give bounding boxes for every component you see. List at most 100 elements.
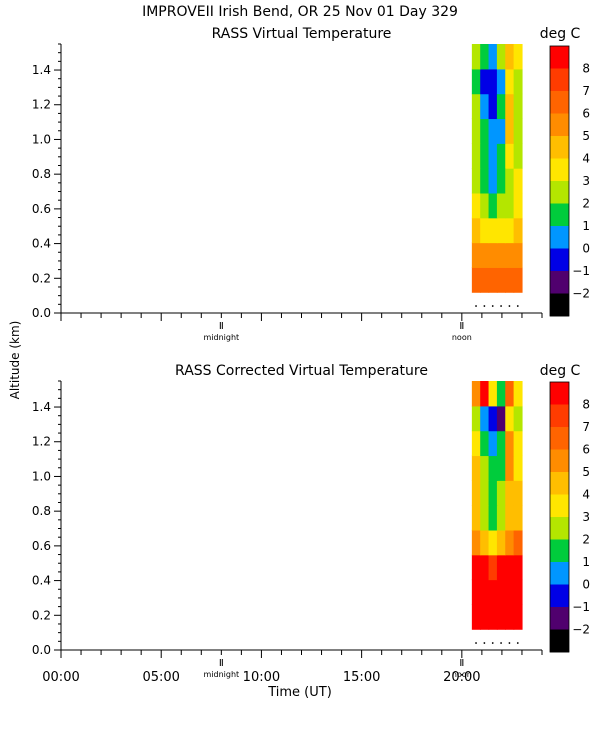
figure-title: IMPROVEII Irish Bend, OR 25 Nov 01 Day 3… xyxy=(142,4,458,20)
heatmap-cell xyxy=(488,604,498,630)
heatmap-cell xyxy=(471,168,481,194)
y-tick-label: 0.0 xyxy=(32,643,51,657)
heatmap-cell xyxy=(496,505,506,531)
colorbar-swatch xyxy=(550,607,569,630)
y-tick-label: 1.0 xyxy=(32,469,51,483)
heatmap-cell xyxy=(505,267,515,293)
heatmap-cell xyxy=(505,604,515,630)
colorbar-swatch xyxy=(550,584,569,608)
heatmap-cell xyxy=(471,529,481,556)
y-tick-label: 0.6 xyxy=(32,202,51,216)
colorbar-swatch xyxy=(550,382,569,405)
heatmap-cell xyxy=(471,143,481,169)
colorbar-swatch xyxy=(550,181,569,204)
heatmap-cell xyxy=(505,381,515,407)
colorbar-tick-label: 2 xyxy=(582,197,590,211)
heatmap-cell xyxy=(513,529,523,556)
sample-dot xyxy=(475,305,477,307)
heatmap-cell xyxy=(513,143,523,169)
heatmap-cell xyxy=(505,554,515,581)
y-tick-label: 0.8 xyxy=(32,167,51,181)
sample-dot xyxy=(516,305,519,307)
heatmap-cell xyxy=(513,93,523,120)
heatmap-cell xyxy=(480,68,490,95)
colorbar-tick-label: 1 xyxy=(582,555,590,569)
heatmap-cell xyxy=(505,405,515,432)
colorbar-swatch xyxy=(550,226,569,249)
colorbar-swatch xyxy=(550,293,569,317)
heatmap-cell xyxy=(480,143,490,169)
heatmap-cell xyxy=(496,44,506,70)
heatmap-cell xyxy=(488,143,498,169)
heatmap-cell xyxy=(496,480,506,506)
heatmap-cell xyxy=(480,168,490,194)
x-tick-label: 00:00 xyxy=(42,670,79,685)
y-axis-label: Altitude (km) xyxy=(8,321,22,400)
heatmap-cell xyxy=(488,267,498,293)
heatmap-cell xyxy=(505,242,515,268)
heatmap-cell xyxy=(513,554,523,581)
heatmap-cell xyxy=(471,579,481,605)
heatmap-cell xyxy=(496,168,506,194)
heatmap-cell xyxy=(505,217,515,244)
heatmap-cell xyxy=(488,455,498,481)
day-marker-label: midnight xyxy=(203,670,239,679)
heatmap-cell xyxy=(471,68,481,95)
heatmap-cell xyxy=(513,242,523,268)
heatmap-cell xyxy=(488,168,498,194)
heatmap-cell xyxy=(505,430,515,457)
day-marker-label: midnight xyxy=(203,333,239,342)
heatmap-cell xyxy=(513,579,523,605)
heatmap-cell xyxy=(513,480,523,506)
sample-dot xyxy=(491,305,494,307)
heatmap-cell xyxy=(513,405,523,432)
heatmap-cell xyxy=(480,554,490,581)
colorbar-swatch xyxy=(550,517,569,540)
colorbar-tick-label: 3 xyxy=(582,510,590,524)
heatmap-cell xyxy=(480,604,490,630)
heatmap-cell xyxy=(513,604,523,630)
panel-title: RASS Virtual Temperature xyxy=(212,26,392,42)
heatmap-cell xyxy=(513,381,523,407)
heatmap-cell xyxy=(505,68,515,95)
heatmap-cell xyxy=(488,430,498,457)
heatmap-cell xyxy=(488,405,498,432)
colorbar-tick-label: 0 xyxy=(582,578,590,592)
colorbar-frame xyxy=(549,45,570,317)
y-tick-label: 0.4 xyxy=(32,574,51,588)
heatmap-cell xyxy=(513,267,523,293)
heatmap-cell xyxy=(496,267,506,293)
heatmap-cell xyxy=(505,480,515,506)
heatmap-cell xyxy=(471,604,481,630)
sample-dot xyxy=(516,642,519,644)
heatmap-cell xyxy=(513,68,523,95)
heatmap-cell xyxy=(471,405,481,432)
colorbar-tick-label: 7 xyxy=(582,420,590,434)
heatmap-cell xyxy=(488,44,498,70)
heatmap-cell xyxy=(480,217,490,244)
heatmap-cell xyxy=(496,118,506,144)
colorbar-swatch xyxy=(550,472,569,495)
heatmap-cell xyxy=(471,455,481,481)
heatmap-cell xyxy=(471,430,481,457)
colorbar-tick-label: 2 xyxy=(582,533,590,547)
sample-dot xyxy=(483,642,486,644)
y-tick-label: 0.2 xyxy=(32,608,51,622)
sample-dot xyxy=(475,642,477,644)
x-tick-label: 05:00 xyxy=(142,670,179,685)
heatmap-cell xyxy=(496,554,506,581)
heatmap-cell xyxy=(480,579,490,605)
colorbar-swatch xyxy=(550,404,569,428)
heatmap-cell xyxy=(488,192,498,219)
heatmap-cell xyxy=(505,505,515,531)
heatmap-cell xyxy=(505,168,515,194)
colorbar-swatch xyxy=(550,562,569,585)
y-tick-label: 1.4 xyxy=(32,400,51,414)
heatmap-cell xyxy=(480,44,490,70)
heatmap-cell xyxy=(480,93,490,120)
heatmap-cell xyxy=(480,455,490,481)
colorbar-swatch xyxy=(550,539,569,563)
colorbar-swatch xyxy=(550,629,569,653)
colorbar-tick-label: 6 xyxy=(582,107,590,121)
heatmap-cell xyxy=(488,93,498,120)
